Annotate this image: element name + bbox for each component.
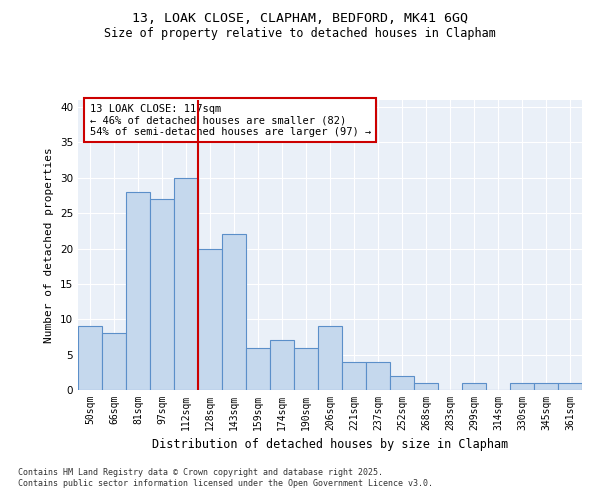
Bar: [222, 234, 246, 390]
Bar: [366, 362, 390, 390]
Bar: [270, 340, 294, 390]
Text: 13 LOAK CLOSE: 117sqm
← 46% of detached houses are smaller (82)
54% of semi-deta: 13 LOAK CLOSE: 117sqm ← 46% of detached …: [89, 104, 371, 136]
Bar: [126, 192, 150, 390]
Bar: [390, 376, 414, 390]
Bar: [294, 348, 318, 390]
Bar: [534, 383, 558, 390]
Text: Size of property relative to detached houses in Clapham: Size of property relative to detached ho…: [104, 28, 496, 40]
Y-axis label: Number of detached properties: Number of detached properties: [44, 147, 55, 343]
Bar: [198, 248, 222, 390]
Bar: [78, 326, 102, 390]
Text: 13, LOAK CLOSE, CLAPHAM, BEDFORD, MK41 6GQ: 13, LOAK CLOSE, CLAPHAM, BEDFORD, MK41 6…: [132, 12, 468, 26]
Bar: [462, 383, 486, 390]
Bar: [174, 178, 198, 390]
Bar: [246, 348, 270, 390]
Bar: [558, 383, 582, 390]
Bar: [342, 362, 366, 390]
Bar: [510, 383, 534, 390]
X-axis label: Distribution of detached houses by size in Clapham: Distribution of detached houses by size …: [152, 438, 508, 452]
Bar: [318, 326, 342, 390]
Bar: [102, 334, 126, 390]
Bar: [414, 383, 438, 390]
Text: Contains HM Land Registry data © Crown copyright and database right 2025.
Contai: Contains HM Land Registry data © Crown c…: [18, 468, 433, 487]
Bar: [150, 199, 174, 390]
